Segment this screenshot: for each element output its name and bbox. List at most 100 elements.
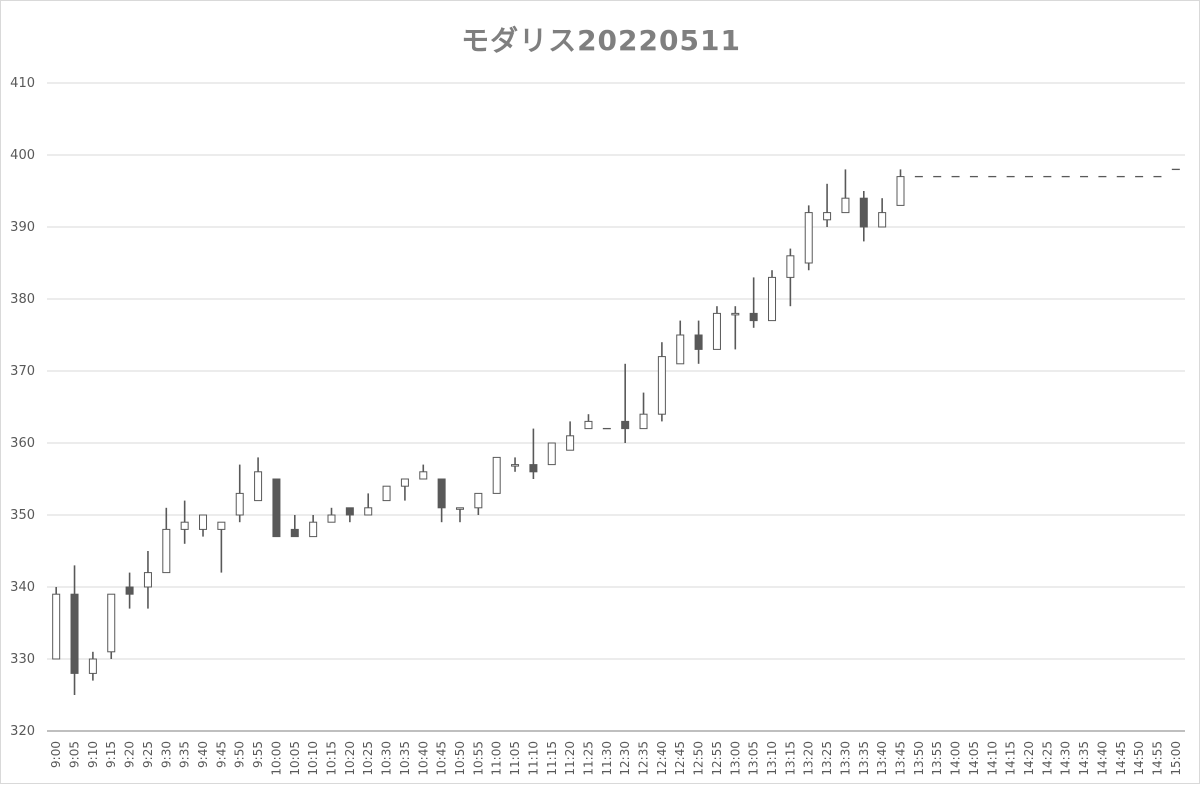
x-tick-label: 11:05 (508, 741, 522, 776)
y-tick-label: 380 (10, 292, 35, 307)
x-tick-label: 11:25 (581, 741, 595, 776)
x-tick-label: 9:35 (178, 741, 192, 768)
x-tick-label: 14:35 (1077, 741, 1091, 776)
x-tick-label: 13:25 (820, 741, 834, 776)
x-tick-label: 9:25 (141, 741, 155, 768)
x-tick-label: 13:35 (857, 741, 871, 776)
x-tick-label: 12:50 (692, 741, 706, 776)
x-tick-label: 14:40 (1095, 741, 1109, 776)
y-tick-label: 370 (10, 364, 35, 379)
x-tick-label: 10:50 (453, 741, 467, 776)
x-tick-label: 12:35 (637, 741, 651, 776)
x-tick-label: 11:30 (600, 741, 614, 776)
candle-down (71, 594, 78, 673)
x-tick-label: 10:55 (471, 741, 485, 776)
x-tick-label: 9:20 (123, 741, 137, 768)
candle-up (493, 457, 500, 493)
x-tick-label: 11:00 (490, 741, 504, 776)
candle-down (750, 313, 757, 320)
x-tick-label: 10:05 (288, 741, 302, 776)
candle-up (328, 515, 335, 522)
x-tick-label: 14:20 (1022, 741, 1036, 776)
x-tick-label: 10:35 (398, 741, 412, 776)
candle-up (475, 493, 482, 507)
candle-up (401, 479, 408, 486)
x-tick-label: 11:10 (526, 741, 540, 776)
x-tick-label: 10:25 (361, 741, 375, 776)
x-tick-label: 10:45 (435, 741, 449, 776)
candle-up (53, 594, 60, 659)
y-tick-label: 350 (10, 508, 35, 523)
x-tick-label: 12:30 (618, 741, 632, 776)
x-tick-label: 12:45 (673, 741, 687, 776)
x-tick-label: 13:40 (875, 741, 889, 776)
x-tick-label: 13:10 (765, 741, 779, 776)
candle-up (658, 357, 665, 415)
candle-up (310, 522, 317, 536)
x-tick-label: 9:15 (104, 741, 118, 768)
y-tick-label: 390 (10, 220, 35, 235)
candle-up (548, 443, 555, 465)
x-tick-label: 14:30 (1059, 741, 1073, 776)
candle-up (713, 313, 720, 349)
x-tick-label: 15:00 (1169, 741, 1183, 776)
x-tick-label: 13:30 (838, 741, 852, 776)
x-tick-label: 14:55 (1150, 741, 1164, 776)
candle-up (420, 472, 427, 479)
candle-up (218, 522, 225, 529)
candle-down (346, 508, 353, 515)
x-tick-label: 13:20 (802, 741, 816, 776)
candle-down (273, 479, 280, 537)
candle-up (89, 659, 96, 673)
candle-up (585, 421, 592, 428)
y-tick-label: 400 (10, 148, 35, 163)
x-tick-label: 9:40 (196, 741, 210, 768)
x-tick-label: 12:40 (655, 741, 669, 776)
y-tick-label: 410 (10, 76, 35, 91)
candle-down (438, 479, 445, 508)
x-tick-label: 10:20 (343, 741, 357, 776)
x-tick-label: 9:05 (68, 741, 82, 768)
candle-down (860, 198, 867, 227)
x-tick-label: 14:50 (1132, 741, 1146, 776)
x-tick-label: 13:05 (747, 741, 761, 776)
x-tick-label: 14:10 (985, 741, 999, 776)
y-tick-label: 340 (10, 580, 35, 595)
candle-up (365, 508, 372, 515)
candle-up (200, 515, 207, 529)
candle-down (126, 587, 133, 594)
x-tick-label: 9:00 (49, 741, 63, 768)
x-tick-label: 10:10 (306, 741, 320, 776)
x-tick-label: 10:40 (416, 741, 430, 776)
x-tick-label: 14:45 (1114, 741, 1128, 776)
x-tick-label: 13:15 (783, 741, 797, 776)
x-tick-label: 13:45 (894, 741, 908, 776)
candle-up (879, 213, 886, 227)
candle-down (291, 529, 298, 536)
candle-up (769, 277, 776, 320)
candle-up (824, 213, 831, 220)
candle-down (695, 335, 702, 349)
candle-up (181, 522, 188, 529)
x-tick-label: 9:55 (251, 741, 265, 768)
candle-up (567, 436, 574, 450)
candle-up (640, 414, 647, 428)
x-tick-label: 12:55 (710, 741, 724, 776)
candle-up (163, 529, 170, 572)
x-tick-label: 9:10 (86, 741, 100, 768)
candle-up (805, 213, 812, 263)
y-tick-label: 360 (10, 436, 35, 451)
x-tick-label: 9:50 (233, 741, 247, 768)
candle-up (842, 198, 849, 212)
candle-up (144, 573, 151, 587)
x-tick-label: 14:00 (949, 741, 963, 776)
x-tick-label: 10:30 (380, 741, 394, 776)
candle-down (622, 421, 629, 428)
x-tick-label: 9:45 (214, 741, 228, 768)
candle-up (732, 313, 739, 315)
x-tick-label: 14:25 (1040, 741, 1054, 776)
y-tick-label: 320 (10, 724, 35, 739)
x-tick-label: 10:15 (325, 741, 339, 776)
candle-up (456, 508, 463, 510)
candle-up (787, 256, 794, 278)
